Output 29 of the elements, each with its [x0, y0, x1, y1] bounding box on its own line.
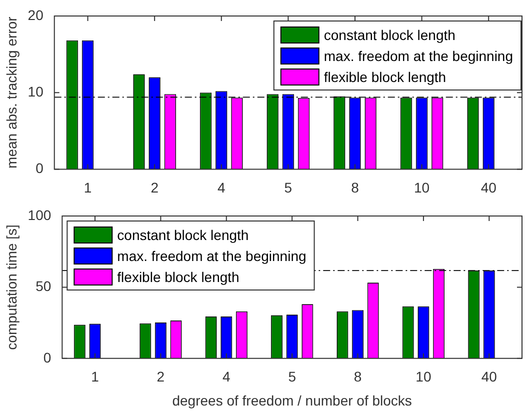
legend-label: flexible block length — [324, 68, 446, 85]
x-tick-label: 40 — [480, 179, 497, 196]
x-tick-label: 2 — [156, 368, 165, 385]
x-tick-label: 5 — [284, 179, 292, 196]
y-tick-label: 50 — [36, 278, 52, 294]
x-tick-label: 10 — [416, 368, 432, 385]
x-tick-label: 8 — [354, 368, 362, 385]
y-tick-label: 100 — [28, 206, 52, 223]
y-tick-label: 20 — [28, 6, 44, 23]
y-tick-label: 10 — [28, 83, 44, 100]
x-tick-label: 4 — [222, 368, 230, 385]
legend-label: max. freedom at the beginning — [117, 248, 306, 264]
x-tick-label: 1 — [84, 179, 92, 196]
x-axis-title: degrees of freedom / number of blocks — [172, 392, 412, 408]
x-tick-label: 1 — [91, 368, 100, 385]
y-axis-title: computation time [s] — [3, 224, 20, 350]
y-tick-label: 0 — [43, 349, 52, 366]
legend-label: max. freedom at the beginning — [324, 48, 514, 64]
y-tick-label: 0 — [36, 160, 44, 176]
legend-label: constant block length — [324, 26, 456, 43]
x-tick-label: 10 — [414, 179, 430, 196]
legend-label: flexible block length — [117, 268, 240, 285]
legend-label: constant block length — [117, 226, 249, 243]
x-tick-label: 4 — [217, 179, 226, 196]
x-tick-label: 2 — [150, 179, 159, 196]
x-tick-label: 5 — [288, 368, 296, 385]
x-tick-label: 8 — [351, 179, 360, 196]
x-tick-label: 40 — [481, 368, 498, 385]
y-axis-title: mean abs. tracking error — [3, 16, 20, 168]
